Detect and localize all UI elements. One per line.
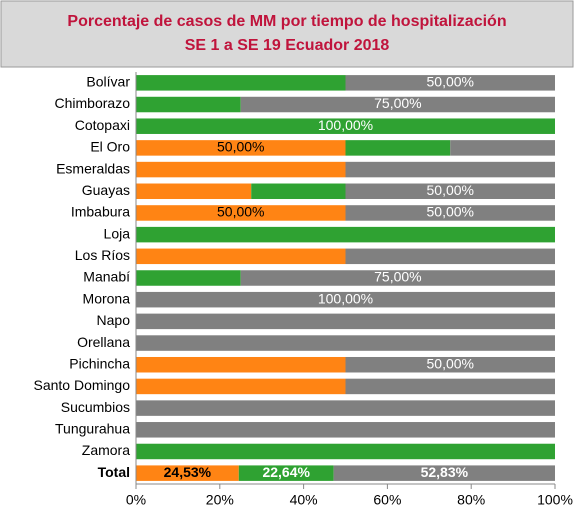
bar-segment (136, 400, 555, 416)
bar-segment (136, 118, 555, 134)
value-label: 100,00% (318, 290, 373, 306)
value-label: 52,83% (421, 464, 469, 480)
y-tick-label: Santo Domingo (33, 377, 130, 393)
y-tick-label: Imbabura (71, 204, 130, 220)
y-tick-label: El Oro (90, 139, 130, 155)
bar-segment (345, 183, 555, 200)
bar-segment (136, 313, 555, 330)
bar-segment (136, 183, 252, 200)
y-tick-label: Los Ríos (75, 247, 130, 263)
bar-segment (251, 183, 346, 200)
bar-segment (345, 140, 451, 156)
bar-segment (136, 335, 555, 351)
y-tick-label: Manabí (83, 269, 130, 285)
bar-segment (136, 140, 346, 156)
x-tick-label: 60% (373, 492, 401, 508)
bar-segment (136, 465, 239, 481)
y-tick-label: Cotopaxi (75, 117, 130, 133)
y-tick-label: Esmeraldas (56, 160, 130, 176)
x-tick-label: 80% (457, 492, 485, 508)
bar-segment (136, 378, 346, 395)
value-label: 50,00% (427, 182, 474, 198)
bar-segment (136, 226, 555, 243)
y-tick-label: Guayas (82, 182, 130, 198)
bar-segment (333, 465, 555, 481)
x-tick-label: 20% (206, 492, 234, 508)
y-tick-label: Loja (104, 225, 131, 241)
bar-segment (345, 378, 555, 395)
bar-segment (240, 270, 555, 286)
bar-segment (136, 443, 555, 460)
value-label: 22,64% (262, 464, 310, 480)
y-tick-label: Tungurahua (55, 420, 130, 436)
y-tick-label: Sucumbios (61, 399, 130, 415)
bar-segment (240, 96, 555, 113)
bar-segment (345, 75, 555, 91)
x-tick-label: 0% (126, 492, 146, 508)
bar-segment (136, 96, 241, 113)
y-tick-label: Chimborazo (55, 95, 131, 111)
value-label: 50,00% (217, 139, 264, 155)
bar-segment (238, 465, 334, 481)
bar-segment (345, 356, 555, 373)
x-tick-label: 40% (290, 492, 318, 508)
value-label: 75,00% (374, 95, 421, 111)
y-tick-label: Orellana (77, 334, 130, 350)
bar-segment (136, 75, 346, 91)
y-tick-label: Morona (83, 290, 131, 306)
y-tick-label: Pichincha (69, 355, 130, 371)
bar-segment (136, 161, 346, 178)
y-tick-label: Bolívar (86, 74, 130, 90)
value-label: 50,00% (427, 204, 474, 220)
chart-title: Porcentaje de casos de MM por tiempo de … (67, 13, 506, 30)
y-tick-label: Napo (97, 312, 131, 328)
bar-segment (345, 205, 555, 221)
value-label: 75,00% (374, 269, 421, 285)
value-label: 50,00% (427, 355, 474, 371)
bar-segment (136, 291, 555, 308)
value-label: 50,00% (427, 74, 474, 90)
title-box (0, 0, 574, 68)
bar-segment (136, 422, 555, 438)
y-tick-label: Total (98, 464, 130, 480)
bar-segment (345, 248, 555, 265)
bar-segment (136, 205, 346, 221)
y-tick-label: Zamora (82, 442, 130, 458)
bar-segment (450, 140, 555, 156)
bar-segment (136, 248, 346, 265)
x-tick-label: 100% (537, 492, 573, 508)
bar-segment (136, 356, 346, 373)
chart-subtitle: SE 1 a SE 19 Ecuador 2018 (185, 37, 390, 54)
bar-segment (345, 161, 555, 178)
value-label: 24,53% (164, 464, 212, 480)
value-label: 100,00% (318, 117, 373, 133)
value-label: 50,00% (217, 204, 264, 220)
bar-segment (136, 270, 241, 286)
